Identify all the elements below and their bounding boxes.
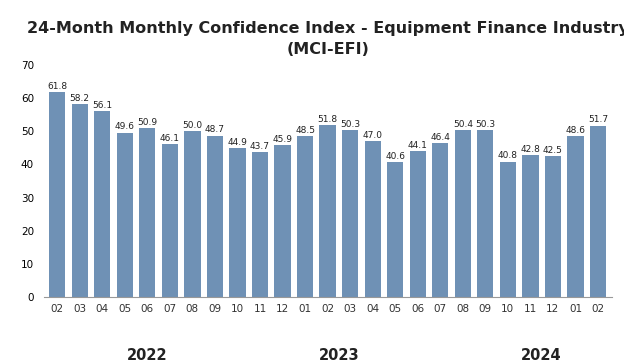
Text: 48.5: 48.5 xyxy=(295,126,315,135)
Text: 2024: 2024 xyxy=(522,348,562,362)
Bar xyxy=(500,162,516,297)
Text: 48.7: 48.7 xyxy=(205,125,225,134)
Bar xyxy=(72,104,88,297)
Text: 49.6: 49.6 xyxy=(115,122,135,131)
Bar xyxy=(117,133,133,297)
Bar xyxy=(522,155,539,297)
Text: 50.3: 50.3 xyxy=(475,120,495,129)
Bar xyxy=(162,144,178,297)
Bar xyxy=(319,125,336,297)
Bar xyxy=(252,152,268,297)
Bar xyxy=(545,156,561,297)
Text: 56.1: 56.1 xyxy=(92,101,112,110)
Bar xyxy=(590,126,606,297)
Text: 44.1: 44.1 xyxy=(408,140,427,150)
Text: 46.4: 46.4 xyxy=(431,133,450,142)
Text: 40.6: 40.6 xyxy=(385,152,405,161)
Text: 58.2: 58.2 xyxy=(70,94,90,103)
Text: 46.1: 46.1 xyxy=(160,134,180,143)
Bar xyxy=(409,151,426,297)
Bar xyxy=(477,130,494,297)
Bar xyxy=(567,136,583,297)
Text: 42.5: 42.5 xyxy=(543,146,563,155)
Text: 2023: 2023 xyxy=(319,348,359,362)
Text: 51.7: 51.7 xyxy=(588,115,608,125)
Text: 50.3: 50.3 xyxy=(340,120,360,129)
Text: 50.0: 50.0 xyxy=(182,121,202,130)
Text: 50.9: 50.9 xyxy=(137,118,157,127)
Text: 47.0: 47.0 xyxy=(363,131,383,140)
Text: 43.7: 43.7 xyxy=(250,142,270,151)
Bar xyxy=(49,92,66,297)
Bar xyxy=(230,148,246,297)
Text: 2022: 2022 xyxy=(127,348,168,362)
Bar xyxy=(184,131,200,297)
Bar xyxy=(139,129,155,297)
Bar xyxy=(342,130,358,297)
Bar xyxy=(207,136,223,297)
Text: 48.6: 48.6 xyxy=(565,126,585,135)
Text: 42.8: 42.8 xyxy=(520,145,540,154)
Bar xyxy=(275,145,291,297)
Bar xyxy=(94,111,110,297)
Bar xyxy=(455,130,471,297)
Text: 40.8: 40.8 xyxy=(498,151,518,160)
Bar xyxy=(297,136,313,297)
Text: 61.8: 61.8 xyxy=(47,82,67,91)
Text: 45.9: 45.9 xyxy=(273,135,293,144)
Title: 24-Month Monthly Confidence Index - Equipment Finance Industry
(MCI-EFI): 24-Month Monthly Confidence Index - Equi… xyxy=(27,21,624,57)
Text: 50.4: 50.4 xyxy=(453,120,473,129)
Bar xyxy=(432,143,449,297)
Bar xyxy=(364,141,381,297)
Bar xyxy=(387,163,403,297)
Text: 44.9: 44.9 xyxy=(228,138,247,147)
Text: 51.8: 51.8 xyxy=(318,115,338,124)
